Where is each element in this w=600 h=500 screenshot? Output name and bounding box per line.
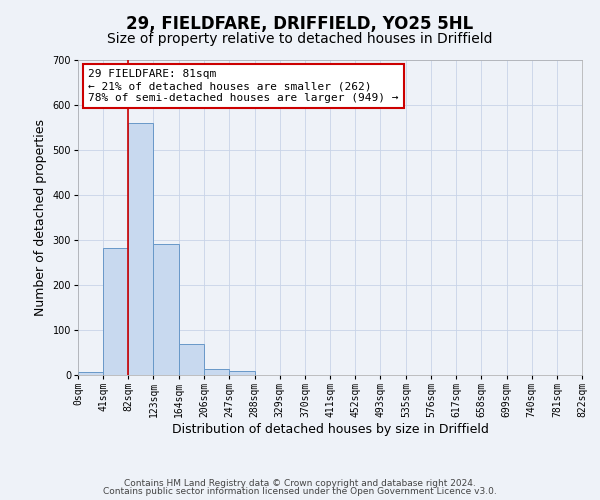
Bar	[179, 344, 205, 375]
Bar	[154, 244, 179, 375]
X-axis label: Distribution of detached houses by size in Driffield: Distribution of detached houses by size …	[172, 423, 488, 436]
Bar	[128, 123, 154, 375]
Bar	[103, 248, 128, 375]
Text: Contains public sector information licensed under the Open Government Licence v3: Contains public sector information licen…	[103, 487, 497, 496]
Bar	[78, 372, 103, 375]
Text: 29, FIELDFARE, DRIFFIELD, YO25 5HL: 29, FIELDFARE, DRIFFIELD, YO25 5HL	[127, 15, 473, 33]
Text: Size of property relative to detached houses in Driffield: Size of property relative to detached ho…	[107, 32, 493, 46]
Bar	[229, 372, 254, 375]
Bar	[205, 369, 229, 375]
Y-axis label: Number of detached properties: Number of detached properties	[34, 119, 47, 316]
Text: 29 FIELDFARE: 81sqm
← 21% of detached houses are smaller (262)
78% of semi-detac: 29 FIELDFARE: 81sqm ← 21% of detached ho…	[88, 70, 398, 102]
Text: Contains HM Land Registry data © Crown copyright and database right 2024.: Contains HM Land Registry data © Crown c…	[124, 478, 476, 488]
